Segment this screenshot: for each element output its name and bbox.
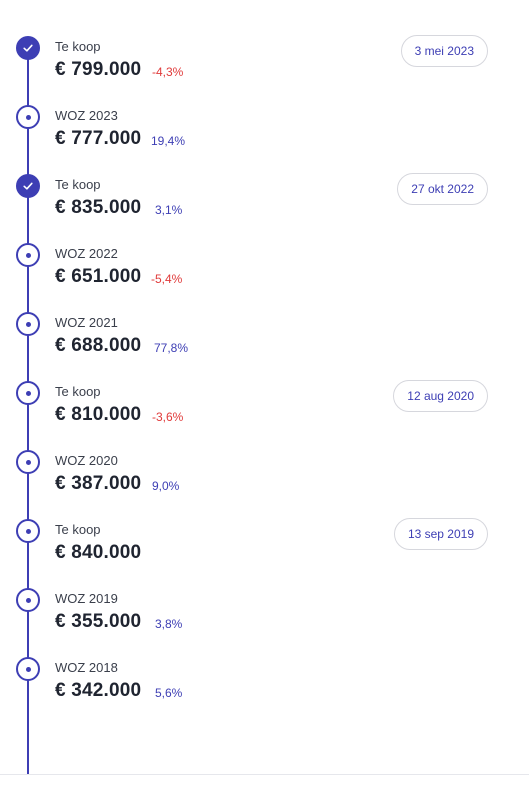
timeline-line (27, 49, 29, 774)
date-badge: 13 sep 2019 (393, 518, 488, 550)
entry-change: 5,6% (155, 686, 183, 700)
check-icon (16, 36, 40, 60)
timeline-entry: Te koop € 835.000 3,1% 27 okt 2022 (0, 138, 529, 218)
date-badge: 12 aug 2020 (393, 380, 488, 412)
entry-change: 3,1% (155, 203, 183, 217)
entry-label: Te koop (55, 384, 101, 399)
entry-label: WOZ 2019 (55, 591, 118, 606)
entry-price: € 387.000 (55, 473, 142, 494)
entry-label: Te koop (55, 39, 101, 54)
date-badge: 3 mei 2023 (400, 35, 488, 67)
entry-price: € 355.000 (55, 611, 142, 632)
dot-icon (16, 588, 40, 612)
entry-price: € 777.000 (55, 128, 142, 149)
entry-label: Te koop (55, 177, 101, 192)
entry-price: € 799.000 (55, 59, 142, 80)
entry-price: € 651.000 (55, 266, 142, 287)
timeline-entry: Te koop € 840.000 13 sep 2019 (0, 483, 529, 563)
dot-icon (16, 105, 40, 129)
entry-change: 77,8% (154, 341, 189, 355)
dot-icon (16, 657, 40, 681)
dot-icon (16, 450, 40, 474)
entry-price: € 688.000 (55, 335, 142, 356)
timeline-entry: WOZ 2022 € 651.000 -5,4% (0, 207, 529, 287)
dot-icon (16, 519, 40, 543)
entry-label: WOZ 2021 (55, 315, 118, 330)
dot-icon (16, 243, 40, 267)
entry-change: -5,4% (151, 272, 183, 286)
timeline-entry: Te koop € 810.000 -3,6% 12 aug 2020 (0, 345, 529, 425)
entry-label: WOZ 2023 (55, 108, 118, 123)
entry-price: € 840.000 (55, 542, 142, 563)
entry-change: -3,6% (152, 410, 184, 424)
entry-price: € 810.000 (55, 404, 142, 425)
dot-icon (16, 312, 40, 336)
timeline-entry: WOZ 2018 € 342.000 5,6% (0, 621, 529, 701)
timeline-entry: WOZ 2019 € 355.000 3,8% (0, 552, 529, 632)
entry-change: -4,3% (152, 65, 184, 79)
entry-label: WOZ 2020 (55, 453, 118, 468)
timeline-entry: WOZ 2023 € 777.000 19,4% (0, 69, 529, 149)
entry-change: 19,4% (151, 134, 186, 148)
entry-price: € 835.000 (55, 197, 142, 218)
dot-icon (16, 381, 40, 405)
bottom-divider (0, 774, 529, 775)
entry-change: 9,0% (152, 479, 180, 493)
timeline-entry: WOZ 2020 € 387.000 9,0% (0, 414, 529, 494)
entry-label: Te koop (55, 522, 101, 537)
timeline-entry: Te koop € 799.000 -4,3% 3 mei 2023 (0, 0, 529, 80)
entry-label: WOZ 2018 (55, 660, 118, 675)
entry-change: 3,8% (155, 617, 183, 631)
date-badge: 27 okt 2022 (397, 173, 488, 205)
entry-label: WOZ 2022 (55, 246, 118, 261)
check-icon (16, 174, 40, 198)
entry-price: € 342.000 (55, 680, 142, 701)
timeline-entry: WOZ 2021 € 688.000 77,8% (0, 276, 529, 356)
